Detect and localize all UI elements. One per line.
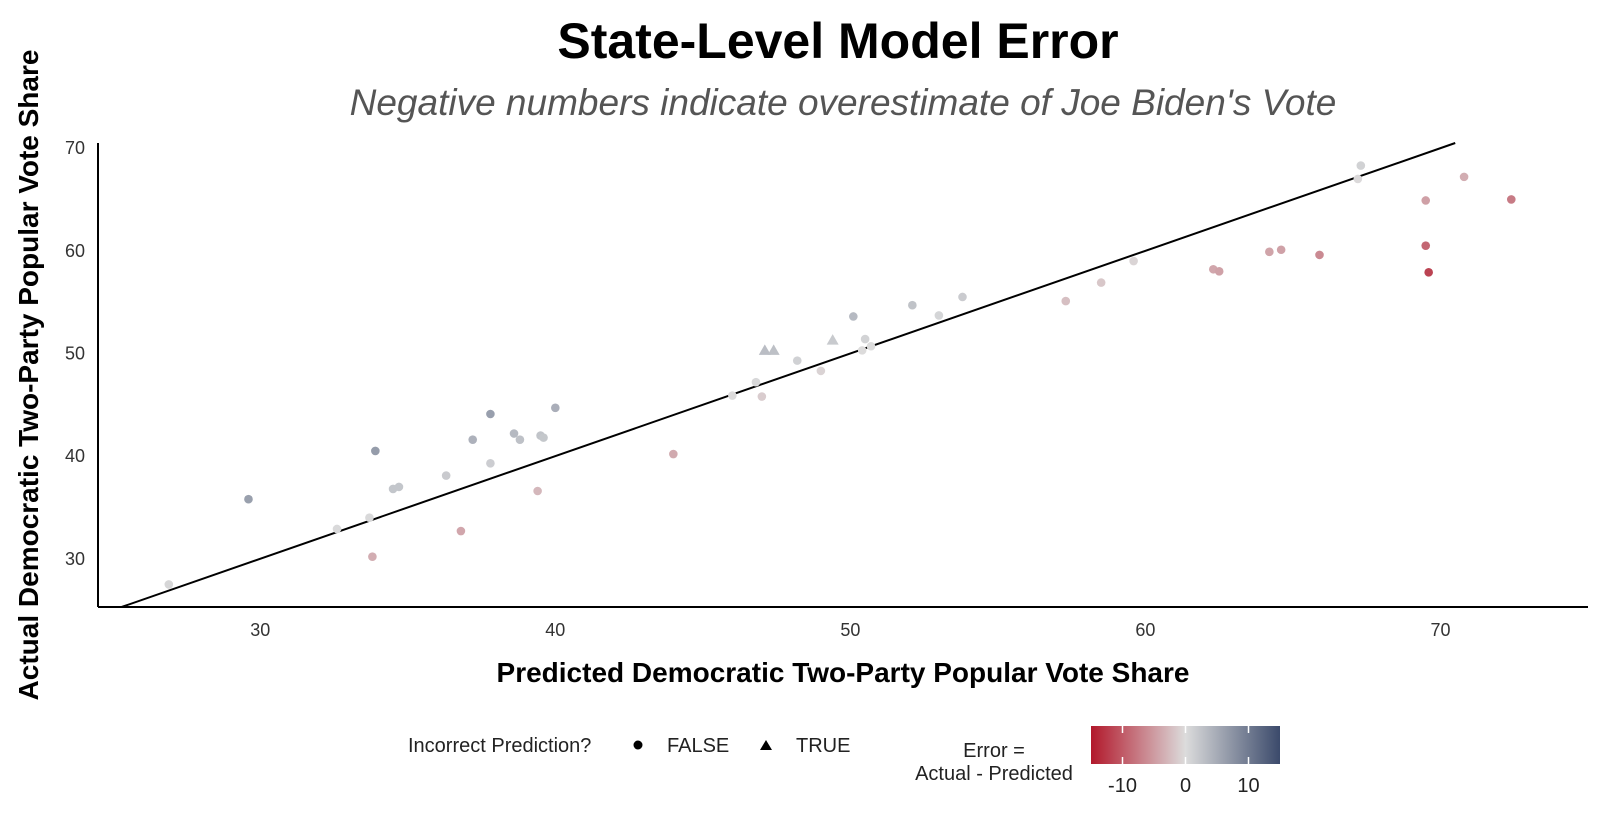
data-point (509, 429, 519, 438)
chart-title: State-Level Model Error (557, 13, 1118, 69)
data-point (1424, 268, 1433, 277)
data-point (332, 524, 342, 534)
data-point (792, 356, 802, 365)
data-point (551, 403, 560, 413)
data-point (1356, 161, 1366, 170)
data-point (1061, 296, 1071, 306)
data-point (757, 392, 767, 401)
data-point (1276, 245, 1286, 255)
data-point (1459, 172, 1469, 182)
reference-line (121, 142, 1456, 608)
y-tick-label: 30 (65, 549, 85, 569)
legend-circle-icon (633, 740, 643, 750)
data-point (456, 526, 466, 536)
data-point (1421, 196, 1431, 205)
y-tick-label: 70 (65, 138, 85, 158)
data-point (1129, 256, 1138, 266)
data-point (368, 552, 377, 561)
chart-subtitle: Negative numbers indicate overestimate o… (350, 82, 1337, 123)
data-point (751, 377, 761, 387)
data-point (371, 446, 380, 456)
data-point (816, 366, 826, 376)
color-legend-title-line2: Actual - Predicted (915, 763, 1073, 785)
data-point (486, 409, 495, 419)
legend-triangle-icon (760, 740, 772, 750)
y-tick-label: 40 (65, 446, 85, 466)
data-point (958, 292, 967, 302)
data-point (857, 346, 867, 355)
data-point (1315, 250, 1324, 260)
shape-legend-true: TRUE (796, 735, 850, 757)
data-point (515, 435, 525, 444)
data-point (164, 580, 174, 589)
data-point-triangle (826, 334, 839, 345)
data-point (728, 391, 737, 400)
data-point (468, 435, 478, 444)
x-tick-label: 40 (545, 620, 565, 640)
x-tick-label: 60 (1135, 620, 1155, 640)
data-point (486, 458, 495, 468)
shape-legend-false: FALSE (667, 735, 729, 757)
data-point (1421, 241, 1431, 250)
color-legend: Error = Actual - Predicted -10 0 10 (915, 726, 1280, 797)
data-point (1353, 174, 1363, 184)
data-point (849, 312, 858, 321)
x-axis-title: Predicted Democratic Two-Party Popular V… (497, 657, 1190, 688)
data-point-triangle (758, 344, 771, 355)
y-tick-label: 60 (65, 241, 85, 261)
data-point (539, 433, 548, 442)
data-point (866, 341, 876, 351)
data-point (244, 494, 253, 504)
shape-legend-title: Incorrect Prediction? (408, 735, 591, 757)
shape-legend: Incorrect Prediction? FALSE TRUE (408, 735, 850, 757)
data-point (1214, 267, 1224, 276)
data-point (1096, 278, 1106, 287)
colorbar-tick-label: 0 (1180, 775, 1191, 797)
y-axis-title: Actual Democratic Two-Party Popular Vote… (13, 50, 44, 701)
data-point (1506, 195, 1516, 204)
data-point (934, 311, 944, 320)
x-tick-label: 50 (840, 620, 860, 640)
x-tick-label: 70 (1430, 620, 1450, 640)
data-point (533, 486, 542, 496)
data-point (441, 471, 451, 480)
colorbar-tick-label: 10 (1237, 775, 1259, 797)
color-legend-title-line1: Error = (963, 740, 1025, 762)
data-point (860, 334, 870, 344)
data-point-triangle (767, 344, 780, 355)
data-point (908, 300, 917, 310)
data-point (1265, 247, 1274, 257)
data-point (365, 513, 374, 522)
colorbar-tick-label: -10 (1108, 775, 1137, 797)
x-tick-label: 30 (250, 620, 270, 640)
y-tick-label: 50 (65, 343, 85, 363)
data-point (394, 482, 404, 492)
data-point (669, 449, 678, 459)
